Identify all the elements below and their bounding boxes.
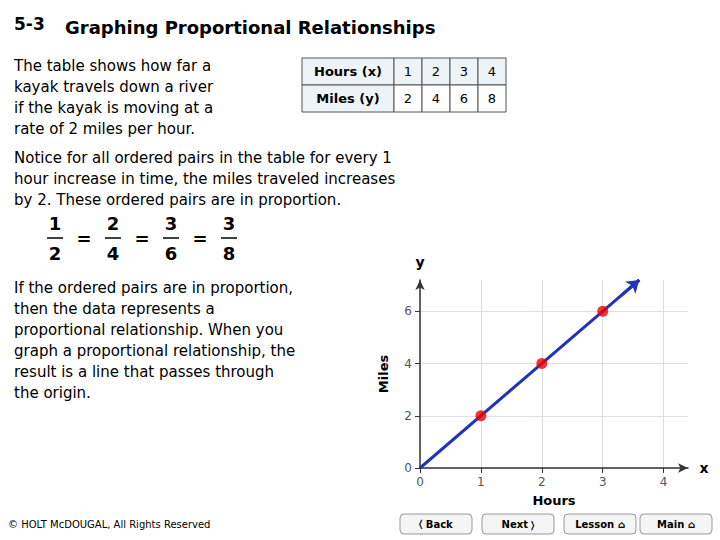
svg-text:2: 2 xyxy=(107,213,120,234)
svg-text:4: 4 xyxy=(432,91,440,106)
svg-text:3: 3 xyxy=(165,213,178,234)
svg-text:hour increase in time, the mil: hour increase in time, the miles travele… xyxy=(14,170,395,188)
svg-text:0: 0 xyxy=(416,475,424,489)
svg-text:x: x xyxy=(699,460,708,476)
svg-text:1: 1 xyxy=(477,475,485,489)
svg-text:Hours (x): Hours (x) xyxy=(314,64,382,79)
svg-text:8: 8 xyxy=(488,91,496,106)
svg-text:6: 6 xyxy=(460,91,468,106)
svg-text:=: = xyxy=(134,228,149,249)
svg-text:2: 2 xyxy=(538,475,546,489)
svg-text:1: 1 xyxy=(404,64,412,79)
svg-text:6: 6 xyxy=(165,243,178,264)
svg-text:1: 1 xyxy=(49,213,62,234)
svg-text:4: 4 xyxy=(660,475,668,489)
svg-text:© HOLT McDOUGAL, All Rights Re: © HOLT McDOUGAL, All Rights Reserved xyxy=(8,519,210,530)
svg-text:Notice for all ordered pairs i: Notice for all ordered pairs in the tabl… xyxy=(14,149,392,167)
svg-text:kayak travels down a river: kayak travels down a river xyxy=(14,78,214,96)
svg-text:2: 2 xyxy=(49,243,62,264)
svg-text:2: 2 xyxy=(432,64,440,79)
svg-text:2: 2 xyxy=(404,91,412,106)
svg-text:=: = xyxy=(76,228,91,249)
svg-text:8: 8 xyxy=(223,243,236,264)
svg-text:result is a line that passes t: result is a line that passes through xyxy=(14,363,274,381)
svg-text:=: = xyxy=(192,228,207,249)
svg-text:the origin.: the origin. xyxy=(14,384,91,402)
svg-text:4: 4 xyxy=(107,243,120,264)
svg-text:4: 4 xyxy=(404,357,412,371)
svg-text:3: 3 xyxy=(460,64,468,79)
svg-text:rate of 2 miles per hour.: rate of 2 miles per hour. xyxy=(14,120,195,138)
svg-text:graph a proportional relations: graph a proportional relationship, the xyxy=(14,342,295,360)
svg-text:if the kayak is moving at a: if the kayak is moving at a xyxy=(14,99,213,117)
svg-text:by 2. These ordered pairs are: by 2. These ordered pairs are in proport… xyxy=(14,191,341,209)
svg-text:Hours: Hours xyxy=(532,493,575,508)
svg-text:proportional relationship. Whe: proportional relationship. When you xyxy=(14,321,283,339)
svg-text:Miles (y): Miles (y) xyxy=(316,91,379,106)
svg-text:3: 3 xyxy=(599,475,607,489)
svg-text:If the ordered pairs are in pr: If the ordered pairs are in proportion, xyxy=(14,279,293,297)
svg-text:〈 Back: 〈 Back xyxy=(419,519,453,530)
svg-text:0: 0 xyxy=(404,461,412,475)
svg-text:3: 3 xyxy=(223,213,236,234)
svg-text:The table shows how far a: The table shows how far a xyxy=(13,57,211,75)
svg-text:then the data represents a: then the data represents a xyxy=(14,300,215,318)
svg-text:5-3: 5-3 xyxy=(14,14,45,34)
svg-text:Lesson ⌂: Lesson ⌂ xyxy=(575,519,625,530)
svg-text:6: 6 xyxy=(404,304,412,318)
svg-text:Graphing Proportional Relation: Graphing Proportional Relationships xyxy=(65,17,435,38)
svg-text:2: 2 xyxy=(404,409,412,423)
svg-text:Miles: Miles xyxy=(376,355,391,394)
svg-text:Main ⌂: Main ⌂ xyxy=(657,519,695,530)
svg-text:y: y xyxy=(415,254,424,270)
svg-text:4: 4 xyxy=(488,64,496,79)
svg-text:Next 〉: Next 〉 xyxy=(502,519,536,531)
